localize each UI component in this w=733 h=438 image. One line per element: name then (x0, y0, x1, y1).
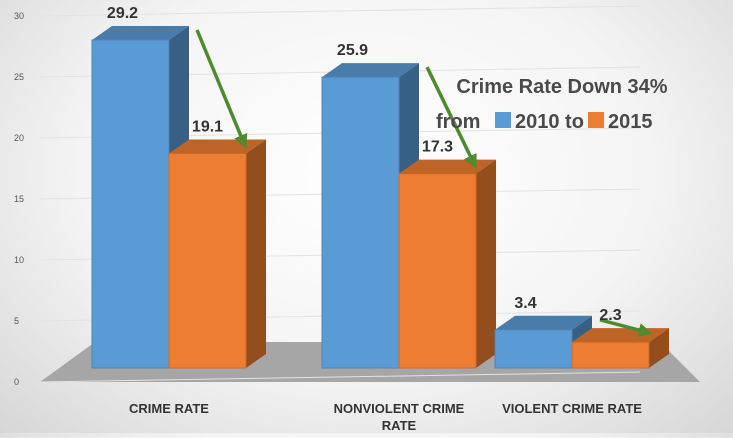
y-tick-label: 30 (14, 11, 24, 21)
category-label-2: NONVIOLENT CRIME (334, 401, 465, 416)
annotation-line-2-prefix: from (436, 111, 480, 133)
annotation-line-1: Crime Rate Down 34% (456, 76, 667, 98)
data-label-2015-2: 17.3 (422, 139, 453, 156)
legend-swatch-2015 (588, 112, 604, 128)
y-tick-label: 25 (14, 72, 24, 82)
bar-top-face (92, 26, 189, 40)
trend-arrows (195, 29, 653, 337)
x-axis: CRIME RATE NONVIOLENT CRIME RATE VIOLENT CR… (129, 401, 642, 433)
data-label-2015-1: 19.1 (192, 118, 223, 135)
bar-2010-2 (321, 63, 419, 369)
data-label-2015-3: 2.3 (599, 307, 621, 324)
trend-arrow-2 (425, 66, 477, 169)
bar-top-face (495, 315, 592, 330)
gridline-0 (39, 371, 641, 383)
data-label-2010-1: 29.2 (107, 5, 138, 22)
annotation-line-2-series2: 2015 (608, 111, 653, 133)
data-label-2010-3: 3.4 (514, 295, 536, 312)
trend-arrow-1 (195, 29, 248, 149)
legend-swatch-2010 (495, 112, 511, 128)
bar-front-face (168, 152, 247, 369)
bar-front-face (91, 39, 170, 369)
annotation: Crime Rate Down 34% from 2010 to 2015 (436, 76, 668, 133)
bar-2015-3 (571, 328, 669, 369)
trend-arrow-3 (599, 318, 653, 337)
category-label-1: CRIME RATE (129, 401, 209, 416)
category-label-2: RATE (382, 418, 417, 433)
bar-side-face (246, 139, 266, 368)
gridline-30 (39, 5, 641, 17)
data-labels: 29.2 19.1 25.9 17.3 3.4 2.3 (107, 5, 622, 324)
y-tick-label: 10 (14, 255, 24, 265)
y-tick-label: 0 (14, 377, 19, 387)
bars (91, 26, 669, 369)
bar-top-face (322, 63, 419, 78)
bar-side-face (476, 159, 496, 368)
y-tick-label: 15 (14, 194, 24, 204)
bar-front-face (398, 173, 477, 369)
y-axis: 0 5 10 15 20 25 30 (14, 11, 24, 387)
bar-front-face (321, 76, 400, 369)
annotation-line-2-series1: 2010 to (515, 111, 584, 133)
bar-2015-2 (398, 159, 496, 369)
bar-front-face (494, 329, 573, 369)
y-tick-label: 5 (14, 316, 19, 326)
category-label-3: VIOLENT CRIME RATE (502, 401, 642, 416)
data-label-2010-2: 25.9 (337, 42, 368, 59)
bar-side-face (649, 328, 669, 368)
bar-2010-1 (91, 26, 189, 369)
bar-front-face (571, 341, 650, 369)
bar-2015-1 (168, 139, 266, 369)
y-tick-label: 20 (14, 133, 24, 143)
